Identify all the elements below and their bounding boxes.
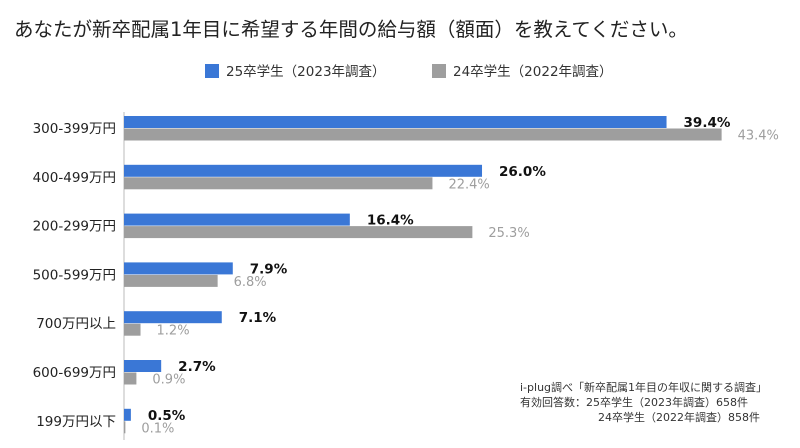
bar-25 <box>124 262 233 275</box>
value-label-24: 0.9% <box>152 373 185 388</box>
category-labels: 300-399万円 400-499万円 200-299万円 500-599万円 700万… <box>33 121 116 430</box>
chart-title: あなたが新卒配属1年目に希望する年間の給与額（額面）を教えてください。 <box>14 18 688 41</box>
bar-24 <box>124 226 473 239</box>
bar-25 <box>124 408 131 421</box>
value-label-25: 16.4% <box>367 213 414 229</box>
value-label-25: 7.9% <box>250 261 288 277</box>
value-label-25: 7.1% <box>239 310 277 326</box>
legend-swatch-25 <box>205 64 219 78</box>
bar-24 <box>124 323 141 336</box>
source-note-line-1: i-plug調べ「新卒配属1年目の年収に関する調査」 <box>520 380 767 394</box>
bar-25 <box>124 213 350 226</box>
category-label: 200-299万円 <box>33 219 116 235</box>
value-labels: 39.4% 43.4% 26.0% 22.4% 16.4% 25.3% 7.9%6.8% 7.… <box>141 115 779 436</box>
legend-label-25: 25卒学生（2023年調査） <box>226 64 386 80</box>
bar-24 <box>124 128 722 141</box>
bar-24 <box>124 421 126 434</box>
category-label: 199万円以下 <box>36 414 116 430</box>
category-label: 500-599万円 <box>33 267 116 283</box>
legend-swatch-24 <box>432 64 446 78</box>
value-label-24: 22.4% <box>448 177 489 192</box>
bar-25 <box>124 311 222 324</box>
category-label: 400-499万円 <box>33 170 116 186</box>
bar-25 <box>124 360 162 372</box>
bar-24 <box>124 177 433 190</box>
bar-25 <box>124 116 667 128</box>
category-label: 600-699万円 <box>33 365 116 381</box>
value-label-24: 1.2% <box>157 324 190 339</box>
legend-label-24: 24卒学生（2022年調査） <box>453 64 613 80</box>
legend: 25卒学生（2023年調査） 24卒学生（2022年調査） <box>205 64 613 80</box>
value-label-25: 26.0% <box>499 164 546 180</box>
bar-24 <box>124 372 137 385</box>
bars <box>124 116 722 434</box>
value-label-25: 0.5% <box>148 408 186 424</box>
bar-24 <box>124 274 218 287</box>
value-label-24: 6.8% <box>234 275 267 290</box>
value-label-25: 2.7% <box>178 359 216 375</box>
value-label-24: 25.3% <box>488 226 529 241</box>
source-note: i-plug調べ「新卒配属1年目の年収に関する調査」 有効回答数：25卒学生（2… <box>520 380 767 424</box>
value-label-24: 43.4% <box>738 129 779 144</box>
value-label-24: 0.1% <box>141 421 174 436</box>
source-note-line-3: 24卒学生（2022年調査）858件 <box>598 410 760 424</box>
bar-25 <box>124 164 483 177</box>
value-label-25: 39.4% <box>684 115 731 131</box>
source-note-line-2: 有効回答数：25卒学生（2023年調査）658件 <box>520 395 748 409</box>
category-label: 700万円以上 <box>36 316 116 332</box>
category-label: 300-399万円 <box>33 121 116 137</box>
